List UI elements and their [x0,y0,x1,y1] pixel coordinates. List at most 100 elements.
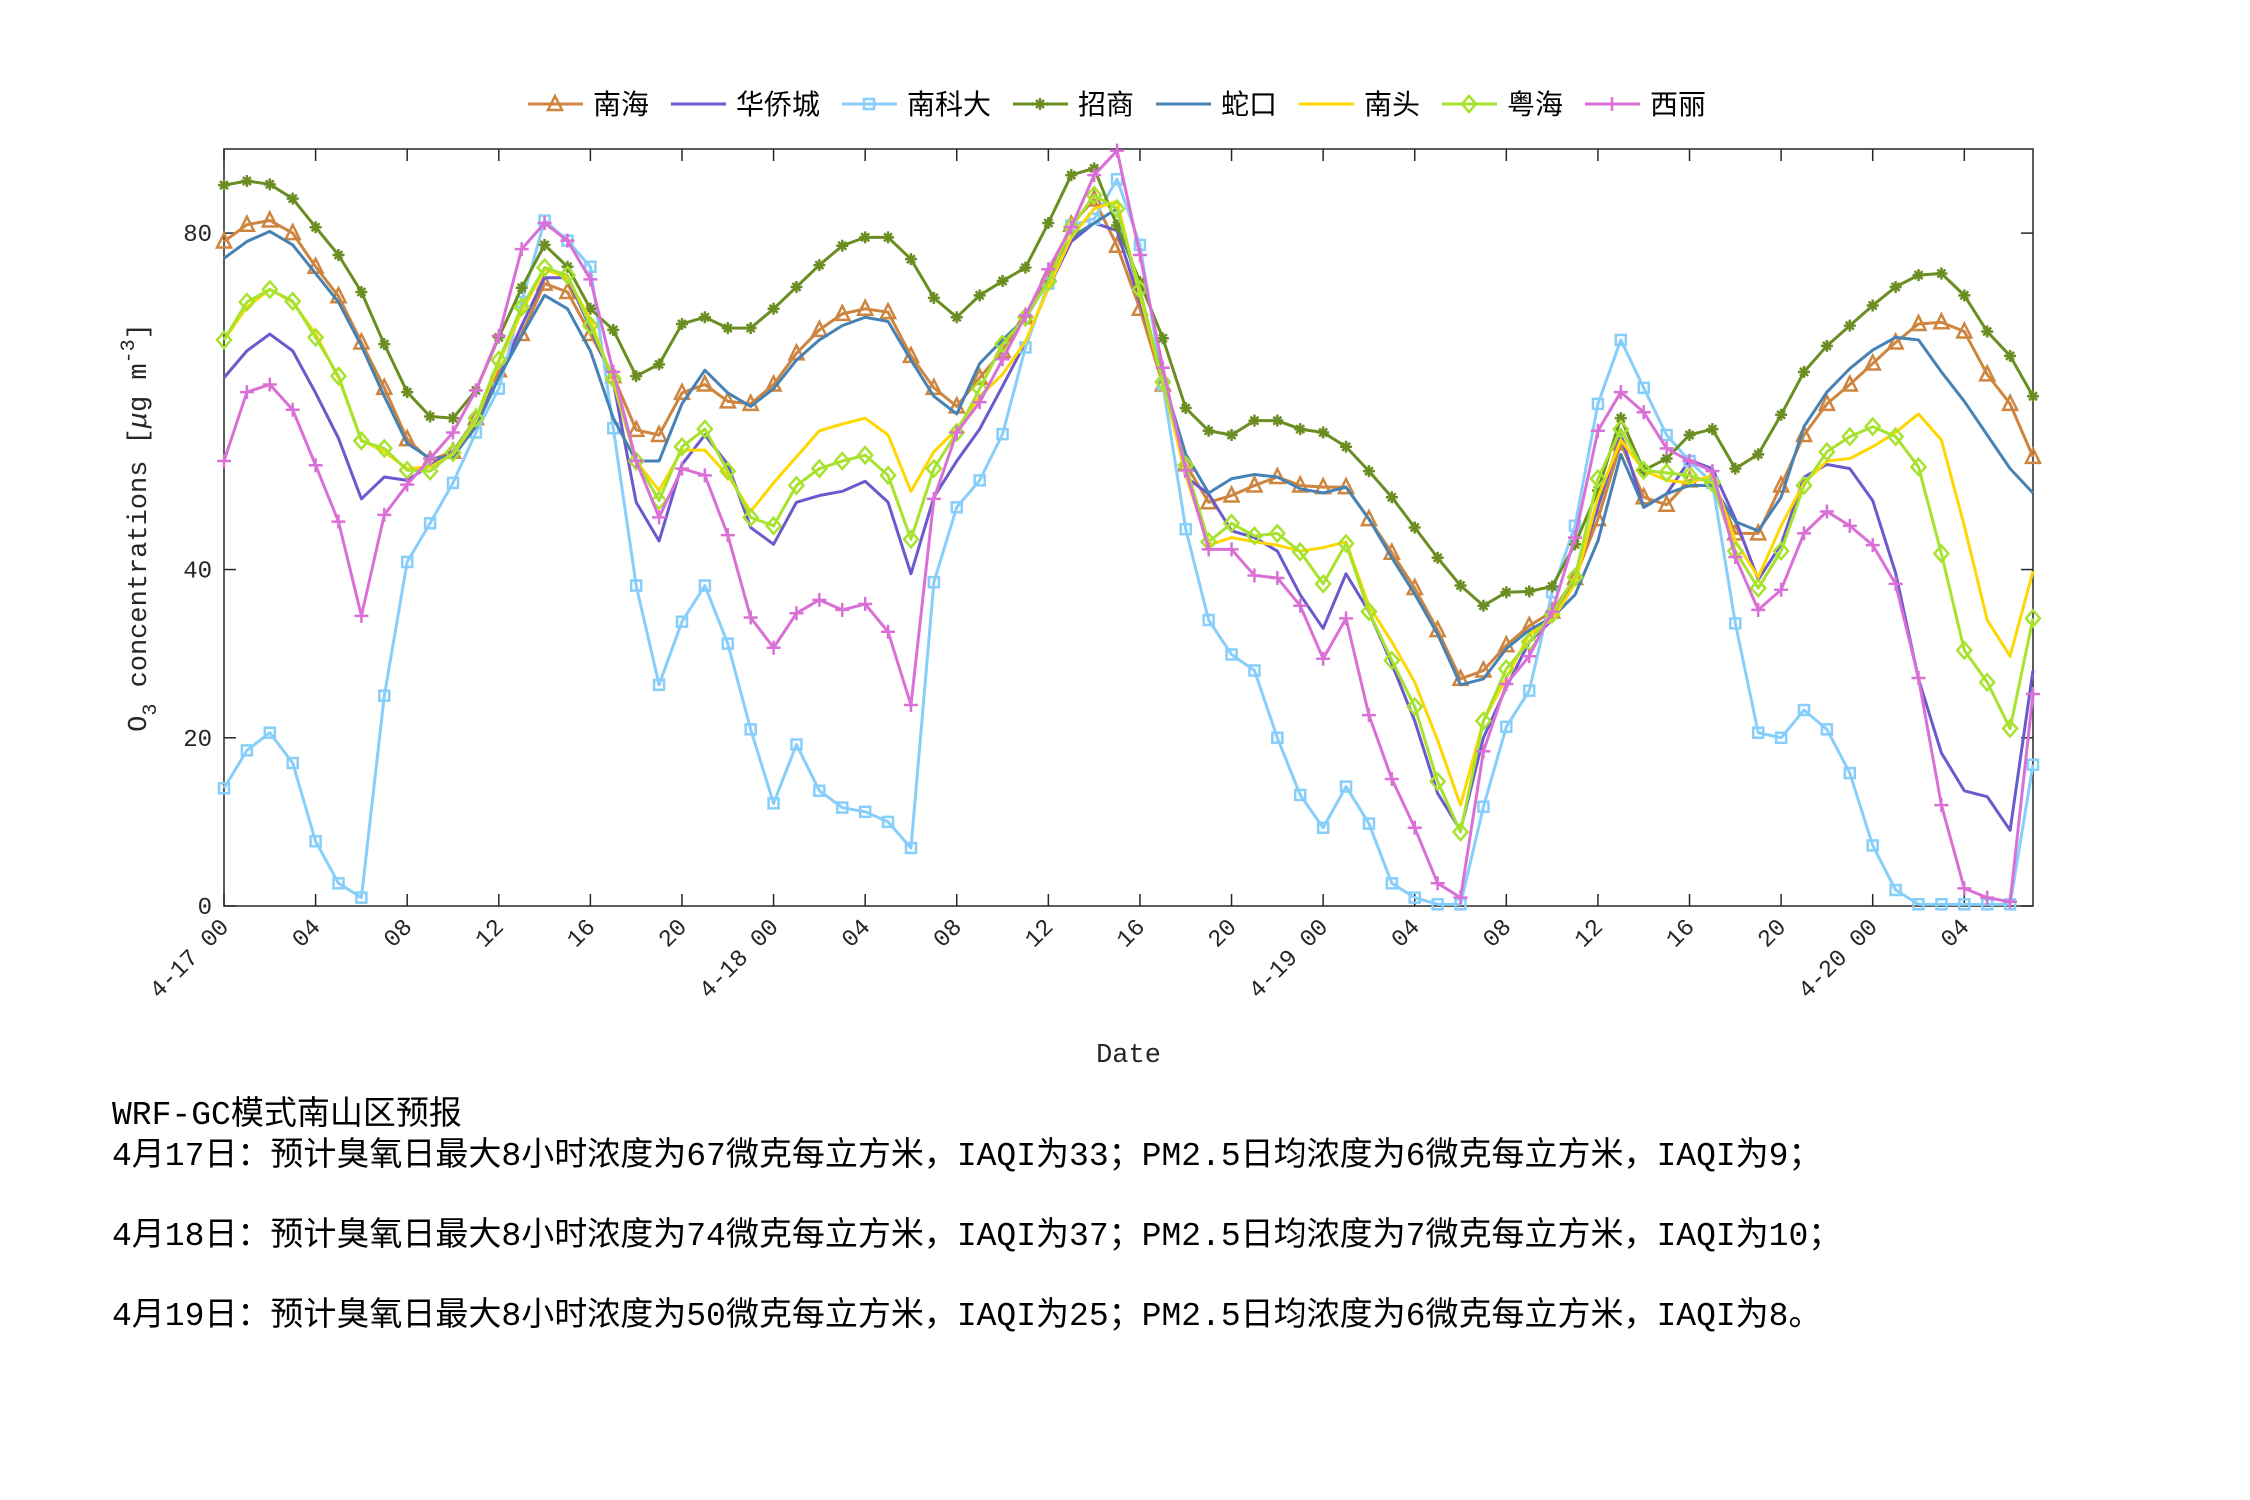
data-point [1703,473,1722,493]
legend-item: 招商 [1013,88,1134,121]
data-point [672,382,691,401]
data-point [584,260,597,274]
legend-marker [1605,97,1619,111]
data-point [1222,484,1241,503]
data-point [810,319,829,338]
x-tick-label: 08 [379,915,418,954]
data-point [1431,898,1444,911]
legend-label: 招商 [1078,88,1134,121]
data-point [652,510,667,525]
data-point [696,419,714,439]
data-point [787,475,806,496]
data-point [1635,460,1653,481]
data-point [627,419,646,438]
data-point [903,697,918,712]
data-point [1886,331,1905,350]
data-point [1798,365,1811,378]
x-tick-label: 12 [1570,915,1609,954]
data-point [1268,523,1287,544]
data-point [584,302,597,315]
y-axis-label: O3 concentrations [μg m-3] [118,323,163,732]
x-tick-label: 04 [1936,915,1975,954]
data-point [1065,169,1078,182]
data-point [308,458,323,473]
data-point [766,640,781,655]
data-point [1499,676,1514,691]
data-point [306,327,325,348]
data-point [558,265,577,286]
data-point [1408,891,1421,904]
data-point [1934,798,1949,813]
data-point [424,410,437,423]
x-tick-label: 12 [1021,915,1060,954]
data-point [719,461,737,482]
x-tick-label: 4-20 00 [1794,915,1884,1005]
data-point [1886,426,1905,447]
data-point [630,370,643,383]
data-point [423,451,438,466]
legend-label: 南头 [1364,88,1420,121]
data-point [1316,821,1330,835]
data-point [1178,463,1193,478]
data-point [1751,726,1765,739]
data-point [1978,672,1996,693]
data-point [1179,402,1192,415]
data-point [1408,521,1421,534]
data-point [1407,820,1422,835]
x-tick-label: 04 [1387,915,1426,954]
data-point [2023,446,2043,465]
data-point [1154,372,1172,392]
data-point [925,458,943,479]
data-point [1316,651,1331,666]
data-point [1797,703,1811,717]
data-point [950,311,963,324]
data-point [1797,526,1812,541]
data-point [652,678,666,692]
data-point [674,461,689,476]
legend: 南海 华侨城 南科大 招商 蛇口 南头 粤海 西丽 [528,88,1706,121]
data-point [1751,602,1766,617]
data-point [882,231,895,244]
data-point [1339,611,1354,626]
data-point [1245,526,1264,546]
data-point [535,257,554,278]
data-point [950,501,964,514]
data-point [1041,262,1056,277]
data-point [1842,518,1857,533]
data-point [1314,573,1332,594]
data-point [1981,325,1994,338]
data-point [354,608,369,623]
data-point [790,280,803,293]
data-point [744,723,757,736]
data-point [790,738,803,751]
data-point [1245,474,1264,493]
y-tick-label: 0 [198,895,212,922]
data-point [927,575,941,589]
data-point [237,213,256,232]
data-point [996,275,1009,288]
legend-marker [1034,98,1046,110]
x-tick-label: 04 [288,915,327,954]
data-point [1958,898,1971,911]
data-point [1406,696,1424,717]
data-point [1566,567,1584,588]
data-point [856,445,874,466]
data-point [1888,576,1903,591]
data-point [1453,890,1468,905]
data-point [1591,397,1605,411]
data-point [629,454,644,469]
data-point [1385,491,1398,504]
data-point [1614,412,1627,425]
legend-label: 华侨城 [736,88,820,121]
data-point [1360,601,1378,622]
data-point [695,373,714,392]
data-point [881,815,895,829]
data-point [583,272,598,287]
data-point [1932,543,1951,564]
data-point [1680,465,1699,486]
data-point [284,291,302,312]
data-point [1568,530,1583,545]
data-point [653,358,666,371]
data-point [378,689,391,702]
data-point [812,592,827,607]
